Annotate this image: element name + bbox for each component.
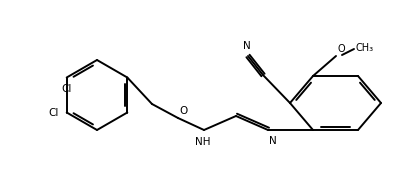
Text: O: O xyxy=(179,106,187,116)
Text: CH₃: CH₃ xyxy=(356,43,374,53)
Text: O: O xyxy=(337,44,345,54)
Text: N: N xyxy=(243,41,251,51)
Text: Cl: Cl xyxy=(62,84,72,94)
Text: Cl: Cl xyxy=(48,108,59,118)
Text: N: N xyxy=(269,136,277,146)
Text: NH: NH xyxy=(195,137,211,147)
